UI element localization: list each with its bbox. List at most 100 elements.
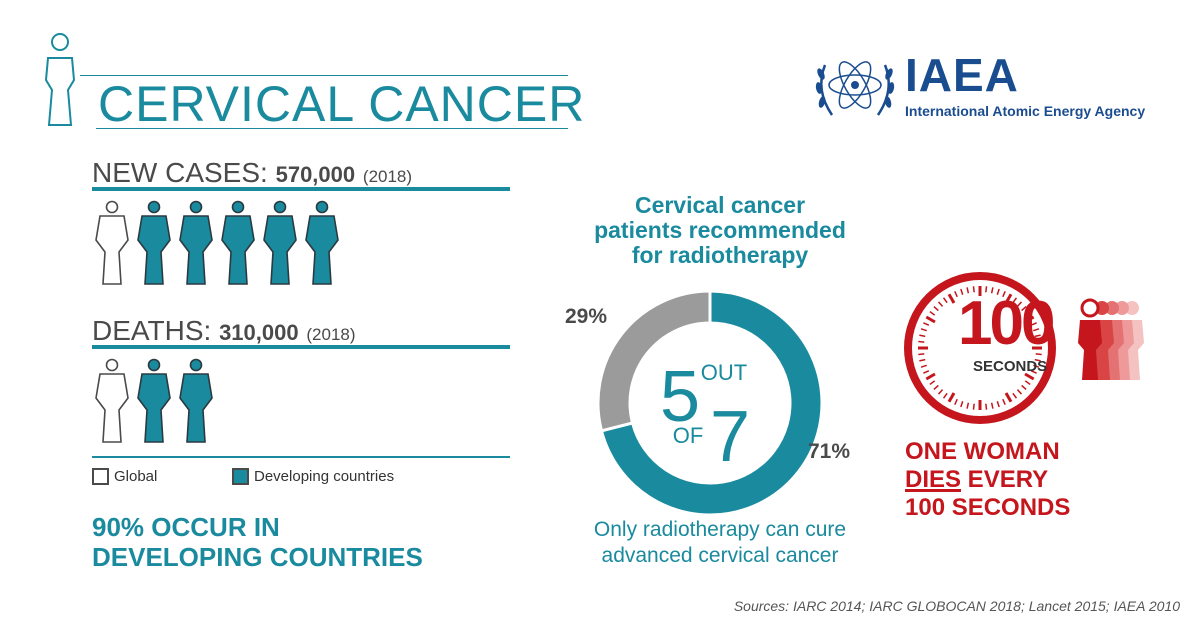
clock-tick (954, 398, 958, 405)
highlight-line-2: DEVELOPING COUNTRIES (92, 542, 423, 572)
clock-tick (1002, 291, 1006, 298)
clock-tick (925, 315, 936, 324)
clock-tick (1002, 398, 1006, 405)
donut-out-label: OUT (701, 360, 747, 385)
deaths-rule (92, 345, 510, 349)
clock-tick (1024, 372, 1035, 381)
donut-label-gray: 29% (565, 305, 608, 328)
dies-line-1: ONE WOMAN (905, 438, 1060, 465)
page-title: CERVICAL CANCER (98, 76, 586, 132)
clock-tick (920, 328, 927, 332)
legend-developing: Developing countries (232, 468, 394, 486)
clock-tick (947, 392, 956, 403)
clock-tick (923, 322, 930, 326)
title-rule-bottom (96, 128, 568, 129)
cases-developing-icon (179, 200, 213, 285)
clock-tick (1016, 301, 1023, 307)
clock-tick (1021, 305, 1027, 312)
donut-title: Cervical cancer patients recommended for… (560, 193, 880, 268)
clock-tick (925, 372, 936, 381)
new-cases-rule (92, 187, 510, 191)
clock-tick (996, 288, 1000, 295)
clock-tick (972, 286, 975, 293)
clock-tick (1030, 370, 1037, 374)
clock-tick (954, 291, 958, 298)
clock-tick (1024, 315, 1035, 324)
legend-global: Global (92, 468, 157, 486)
title-rule-top (80, 75, 568, 76)
donut-caption-line-1: Only radiotherapy can cure (593, 518, 847, 541)
legend-developing-label: Developing countries (254, 468, 395, 486)
clock-tick (929, 310, 936, 316)
new-cases-value: 570,000 (275, 162, 356, 187)
donut-big-number: 5 (660, 357, 700, 437)
cases-developing-icon (305, 200, 339, 285)
new-cases-label: NEW CASES: (92, 157, 268, 188)
clock-tick (937, 389, 944, 395)
clock-tick (1012, 297, 1018, 304)
donut-title-line-3: for radiotherapy (631, 242, 809, 268)
clock-tick (947, 293, 956, 304)
clock-tick (1024, 380, 1031, 386)
clock-tick (990, 402, 994, 409)
clock-tick (937, 301, 944, 307)
donut-total-number: 7 (710, 397, 750, 477)
clock-tick (1035, 353, 1042, 356)
highlight-line-1: 90% OCCUR IN (92, 512, 280, 542)
donut-caption-line-2: advanced cervical cancer (601, 544, 839, 567)
deaths-developing-icon (137, 358, 171, 443)
dies-every: EVERY (961, 466, 1049, 493)
clock-tick (1030, 322, 1037, 326)
new-cases-heading: NEW CASES: 570,000 (2018) (92, 158, 412, 192)
clock-tick (1012, 392, 1018, 399)
sources-note: Sources: IARC 2014; IARC GLOBOCAN 2018; … (733, 598, 1180, 614)
clock-tick (942, 392, 948, 399)
deaths-value: 310,000 (219, 320, 299, 345)
new-cases-year: (2018) (362, 167, 413, 186)
deaths-global-icon (95, 358, 129, 443)
donut-chart: 5 OUT OF 7 (596, 289, 824, 517)
cases-developing-icon (221, 200, 255, 285)
clock-tick (985, 403, 988, 410)
clock-tick (966, 287, 970, 294)
cases-global-icon (95, 200, 129, 285)
cases-developing-icon (263, 200, 297, 285)
clock-number: 100 (958, 289, 1055, 358)
clock-tick (985, 286, 988, 293)
donut-slice-other (596, 289, 712, 433)
deaths-icons (92, 358, 216, 444)
clock-tick (990, 287, 994, 294)
clock-tick (929, 380, 936, 386)
clock-tick (960, 288, 964, 295)
clock-tick (918, 340, 925, 343)
clock-tick (996, 401, 1000, 408)
clock-tick (972, 403, 975, 410)
clock-tick (1033, 364, 1040, 368)
dies-statement: ONE WOMAN DIES EVERY 100 SECONDS (905, 438, 1070, 522)
clock-tick (918, 353, 925, 356)
dies-line-3: 100 SECONDS (905, 494, 1071, 521)
clock-tick (919, 358, 926, 362)
clock-tick (923, 370, 930, 374)
deaths-label: DEATHS: (92, 315, 212, 346)
clock-tick (1004, 293, 1013, 304)
iaea-emblem-icon (815, 61, 895, 116)
clock-tick (933, 305, 939, 312)
iaea-logo-subtitle: International Atomic Energy Agency (905, 103, 1146, 119)
legend-developing-swatch (232, 468, 249, 486)
deaths-heading: DEATHS: 310,000 (2018) (92, 316, 356, 350)
new-cases-icons (92, 200, 342, 286)
donut-slice-radiotherapy (599, 289, 824, 517)
clock-tick (1033, 328, 1040, 332)
clock-icon (904, 272, 1144, 424)
donut-label-teal: 71% (808, 440, 851, 463)
woman-outline-icon (44, 33, 76, 126)
dies-word: DIES (905, 466, 962, 493)
iaea-logo-text: IAEA (905, 49, 1019, 101)
fading-woman-icon (1078, 298, 1144, 380)
clock-tick (1016, 389, 1023, 395)
clock-tick (1021, 384, 1027, 391)
deaths-developing-icon (179, 358, 213, 443)
clock-tick (1034, 358, 1041, 362)
clock-tick (920, 364, 927, 368)
